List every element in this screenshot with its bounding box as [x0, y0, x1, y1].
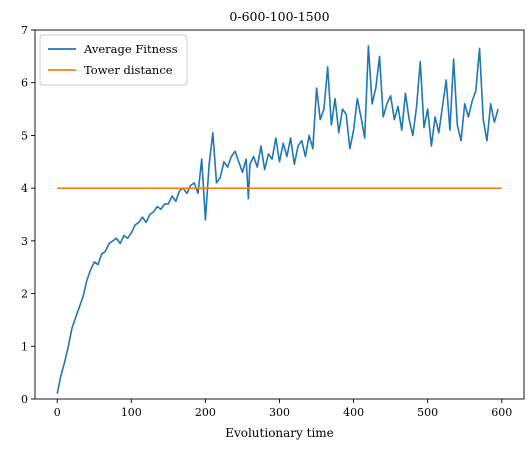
series-line-average-fitness	[56, 45, 499, 394]
x-axis-label: Evolutionary time	[225, 426, 334, 440]
x-tick-label: 200	[195, 406, 216, 419]
x-tick-label: 0	[54, 406, 61, 419]
legend: Average Fitness Tower distance	[39, 34, 188, 86]
legend-box	[39, 34, 188, 86]
y-tick-label: 0	[21, 393, 28, 406]
x-tick-label: 500	[417, 406, 438, 419]
legend-label-tower-distance: Tower distance	[84, 63, 173, 77]
y-tick-label: 3	[21, 235, 28, 248]
x-tick-label: 600	[491, 406, 512, 419]
legend-label-average-fitness: Average Fitness	[83, 42, 178, 56]
x-tick-label: 300	[269, 406, 290, 419]
y-tick-label: 4	[21, 182, 28, 195]
chart-title: 0-600-100-1500	[229, 9, 329, 24]
y-tick-label: 2	[21, 288, 28, 301]
x-tick-label: 100	[121, 406, 142, 419]
y-tick-label: 5	[21, 129, 28, 142]
y-tick-label: 1	[21, 340, 28, 353]
plot-area: 0 100 200 300 400 500 600 0 1 2 3 4 5 6 7	[21, 24, 525, 419]
y-tick-label: 6	[21, 77, 28, 90]
y-tick-label: 7	[21, 24, 28, 37]
x-tick-label: 400	[343, 406, 364, 419]
